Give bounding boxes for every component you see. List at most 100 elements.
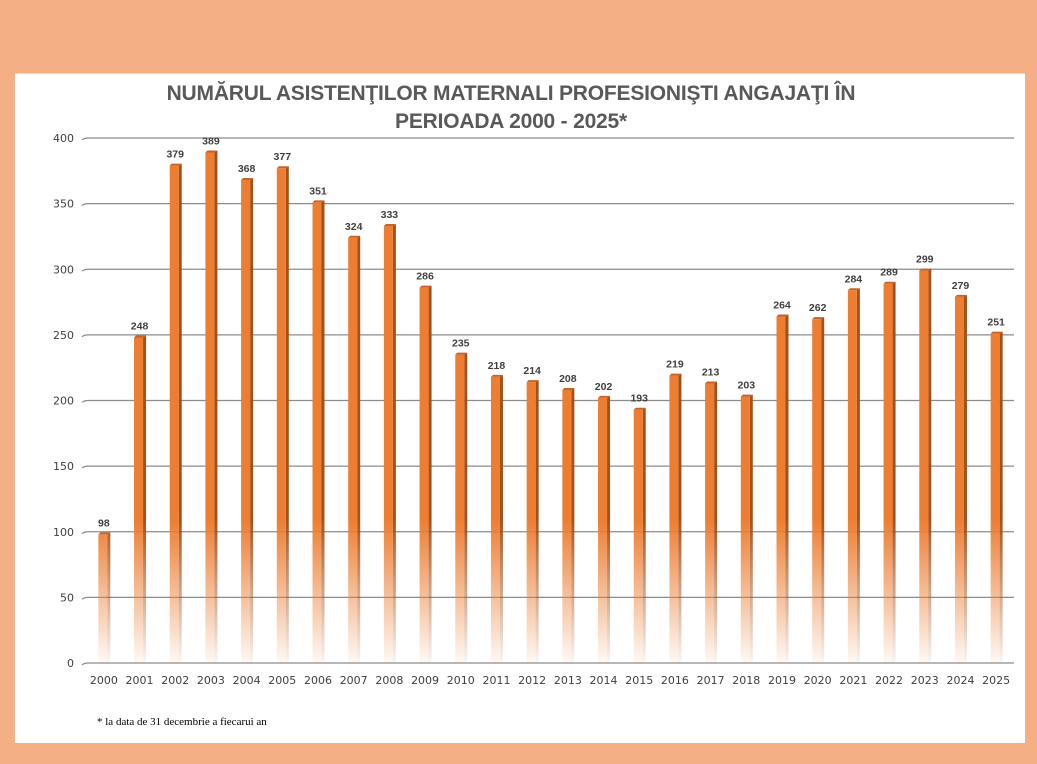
gridline xyxy=(81,268,1014,272)
bar-side xyxy=(714,381,718,663)
x-tick-label: 2000 xyxy=(90,674,118,687)
y-tick-label: 150 xyxy=(53,460,74,473)
data-label: 324 xyxy=(345,221,363,233)
chart-title-line-2: PERIOADA 2000 - 2025* xyxy=(395,110,627,133)
x-tick-label: 2017 xyxy=(697,674,725,687)
y-tick-label: 100 xyxy=(53,526,74,539)
data-label: 368 xyxy=(238,163,256,175)
bar-side xyxy=(535,380,539,663)
bar-side xyxy=(678,373,682,663)
y-tick-label: 400 xyxy=(53,132,74,145)
data-label: 379 xyxy=(166,149,184,161)
bar xyxy=(276,168,286,663)
bar-side xyxy=(821,317,825,663)
bar-side xyxy=(178,163,182,663)
bar-side xyxy=(357,235,361,663)
bar-top xyxy=(383,223,396,226)
data-label: 286 xyxy=(416,271,434,283)
y-tick-label: 50 xyxy=(60,591,74,604)
bar-top xyxy=(312,200,325,203)
bar-top xyxy=(812,317,825,320)
bar xyxy=(169,165,179,663)
bar xyxy=(847,290,857,663)
bar-top xyxy=(205,150,218,153)
data-label: 208 xyxy=(559,373,577,385)
gridline xyxy=(81,596,1014,600)
data-label: 389 xyxy=(202,135,220,147)
x-tick-label: 2004 xyxy=(233,674,261,687)
data-label: 377 xyxy=(274,151,292,163)
x-tick-label: 2020 xyxy=(804,674,832,687)
gridline xyxy=(81,465,1014,469)
data-label: 213 xyxy=(702,366,720,378)
x-tick-label: 2015 xyxy=(625,674,653,687)
x-tick-label: 2005 xyxy=(268,674,296,687)
bar xyxy=(455,354,465,663)
bar-chart: 0 50 100 150 200 250 300 350 400 98 2000 248 2001 379… xyxy=(53,132,1014,687)
bar-side xyxy=(749,394,753,663)
x-tick-label: 2001 xyxy=(126,674,154,687)
x-tick-label: 2010 xyxy=(447,674,475,687)
gridline xyxy=(81,203,1014,207)
x-tick-label: 2003 xyxy=(197,674,225,687)
gridline xyxy=(81,531,1014,535)
bar-side xyxy=(642,407,646,663)
bar xyxy=(562,390,572,663)
x-tick-label: 2025 xyxy=(982,674,1010,687)
bar xyxy=(383,225,393,663)
bar-side xyxy=(856,288,860,663)
bar-side xyxy=(571,388,575,663)
data-label: 351 xyxy=(309,185,327,197)
bar xyxy=(419,287,429,663)
chart-title-line-1: NUMĂRUL ASISTENŢILOR MATERNALI PROFESION… xyxy=(166,82,856,105)
data-label: 251 xyxy=(987,317,1005,329)
data-label: 264 xyxy=(773,300,791,312)
bar xyxy=(526,382,536,663)
bar-top xyxy=(526,380,539,383)
data-label: 235 xyxy=(452,338,470,350)
data-label: 218 xyxy=(488,360,506,372)
bar xyxy=(776,316,786,663)
x-tick-label: 2018 xyxy=(732,674,760,687)
bar xyxy=(598,397,608,663)
x-tick-label: 2024 xyxy=(946,674,974,687)
bar-top xyxy=(276,166,289,169)
x-tick-label: 2008 xyxy=(375,674,403,687)
bar xyxy=(883,283,893,663)
bar-side xyxy=(928,268,932,663)
bar-side xyxy=(464,352,468,663)
data-label: 203 xyxy=(738,380,756,392)
x-tick-label: 2002 xyxy=(161,674,189,687)
bar-top xyxy=(669,373,682,376)
bar-top xyxy=(883,281,896,284)
bar-top xyxy=(241,178,254,180)
data-label: 214 xyxy=(523,365,541,377)
chart-panel: NUMĂRUL ASISTENŢILOR MATERNALI PROFESION… xyxy=(15,73,1025,743)
gridline xyxy=(81,662,1014,666)
bar-side xyxy=(607,395,611,663)
bar-top xyxy=(455,352,468,355)
bar xyxy=(919,270,929,663)
bar-side xyxy=(143,335,147,663)
data-label: 193 xyxy=(630,393,648,405)
bar-top xyxy=(990,331,1003,334)
bar-side xyxy=(214,150,218,663)
x-tick-label: 2006 xyxy=(304,674,332,687)
data-label: 202 xyxy=(595,381,613,393)
data-label: 299 xyxy=(916,254,934,266)
bar-top xyxy=(419,285,432,288)
x-tick-label: 2007 xyxy=(340,674,368,687)
x-tick-label: 2021 xyxy=(839,674,867,687)
bar-top xyxy=(705,381,718,384)
x-tick-label: 2009 xyxy=(411,674,439,687)
bar xyxy=(740,396,750,663)
bar xyxy=(241,180,251,663)
bar xyxy=(954,296,964,663)
bar-side xyxy=(499,374,503,663)
bar-top xyxy=(98,532,111,535)
bar xyxy=(633,409,643,663)
bar xyxy=(990,333,1000,663)
data-label: 98 xyxy=(98,517,110,529)
y-tick-label: 300 xyxy=(53,263,74,276)
bar-top xyxy=(633,407,646,410)
